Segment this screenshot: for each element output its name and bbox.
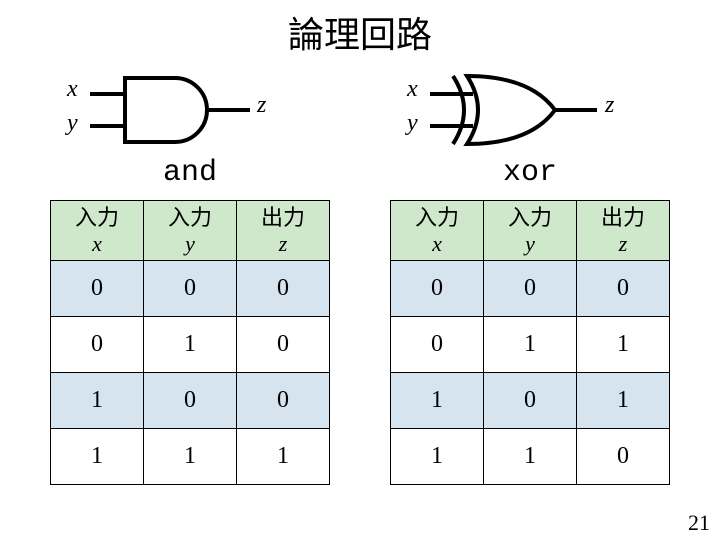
table-cell: 1 bbox=[144, 317, 237, 373]
table-header-cell: 入力y bbox=[484, 201, 577, 261]
table-cell: 0 bbox=[237, 261, 330, 317]
and-truth-table: 入力x 入力y 出力z 0 0 0 0 1 0 1 0 bbox=[50, 200, 330, 485]
and-input-x-label: x bbox=[67, 76, 78, 103]
table-cell: 0 bbox=[484, 373, 577, 429]
xor-input-x-label: x bbox=[407, 76, 418, 103]
table-row: 0 0 0 bbox=[391, 261, 670, 317]
table-cell: 0 bbox=[51, 261, 144, 317]
table-header-row: 入力x 入力y 出力z bbox=[51, 201, 330, 261]
table-header-cell: 入力x bbox=[391, 201, 484, 261]
and-column: x y z and 入力x 入力y 出力z 0 0 0 0 bbox=[35, 58, 345, 485]
table-header-cell: 入力y bbox=[144, 201, 237, 261]
table-cell: 1 bbox=[484, 317, 577, 373]
table-row: 0 1 0 bbox=[51, 317, 330, 373]
table-row: 1 0 1 bbox=[391, 373, 670, 429]
xor-output-z-label: z bbox=[605, 92, 614, 119]
table-cell: 1 bbox=[484, 429, 577, 485]
table-cell: 1 bbox=[144, 429, 237, 485]
table-header-cell: 出力z bbox=[577, 201, 670, 261]
table-cell: 1 bbox=[391, 373, 484, 429]
table-cell: 0 bbox=[144, 261, 237, 317]
xor-gate-name: xor bbox=[503, 156, 557, 190]
table-cell: 0 bbox=[577, 429, 670, 485]
xor-input-y-label: y bbox=[407, 110, 418, 137]
page-title: 論理回路 bbox=[0, 0, 720, 58]
table-cell: 1 bbox=[51, 373, 144, 429]
table-cell: 0 bbox=[391, 317, 484, 373]
table-cell: 0 bbox=[237, 317, 330, 373]
table-cell: 0 bbox=[144, 373, 237, 429]
table-cell: 0 bbox=[577, 261, 670, 317]
xor-gate-diagram: x y z bbox=[375, 64, 685, 154]
xor-column: x y z xor 入力x 入力y 出力z 0 0 0 0 bbox=[375, 58, 685, 485]
table-row: 1 1 0 bbox=[391, 429, 670, 485]
and-input-y-label: y bbox=[67, 110, 78, 137]
and-output-z-label: z bbox=[257, 92, 266, 119]
table-header-cell: 入力x bbox=[51, 201, 144, 261]
table-row: 1 1 1 bbox=[51, 429, 330, 485]
table-cell: 1 bbox=[391, 429, 484, 485]
table-header-cell: 出力z bbox=[237, 201, 330, 261]
table-cell: 0 bbox=[237, 373, 330, 429]
table-row: 0 1 1 bbox=[391, 317, 670, 373]
table-cell: 1 bbox=[577, 373, 670, 429]
table-cell: 1 bbox=[577, 317, 670, 373]
table-cell: 0 bbox=[391, 261, 484, 317]
xor-truth-table: 入力x 入力y 出力z 0 0 0 0 1 1 1 0 bbox=[390, 200, 670, 485]
table-cell: 1 bbox=[51, 429, 144, 485]
table-row: 0 0 0 bbox=[51, 261, 330, 317]
page-number: 21 bbox=[688, 510, 710, 536]
table-row: 1 0 0 bbox=[51, 373, 330, 429]
and-gate-icon bbox=[35, 64, 345, 154]
xor-gate-icon bbox=[375, 64, 685, 154]
table-cell: 0 bbox=[51, 317, 144, 373]
and-gate-name: and bbox=[163, 156, 217, 190]
table-header-row: 入力x 入力y 出力z bbox=[391, 201, 670, 261]
and-gate-diagram: x y z bbox=[35, 64, 345, 154]
table-cell: 0 bbox=[484, 261, 577, 317]
content-columns: x y z and 入力x 入力y 出力z 0 0 0 0 bbox=[0, 58, 720, 485]
table-cell: 1 bbox=[237, 429, 330, 485]
